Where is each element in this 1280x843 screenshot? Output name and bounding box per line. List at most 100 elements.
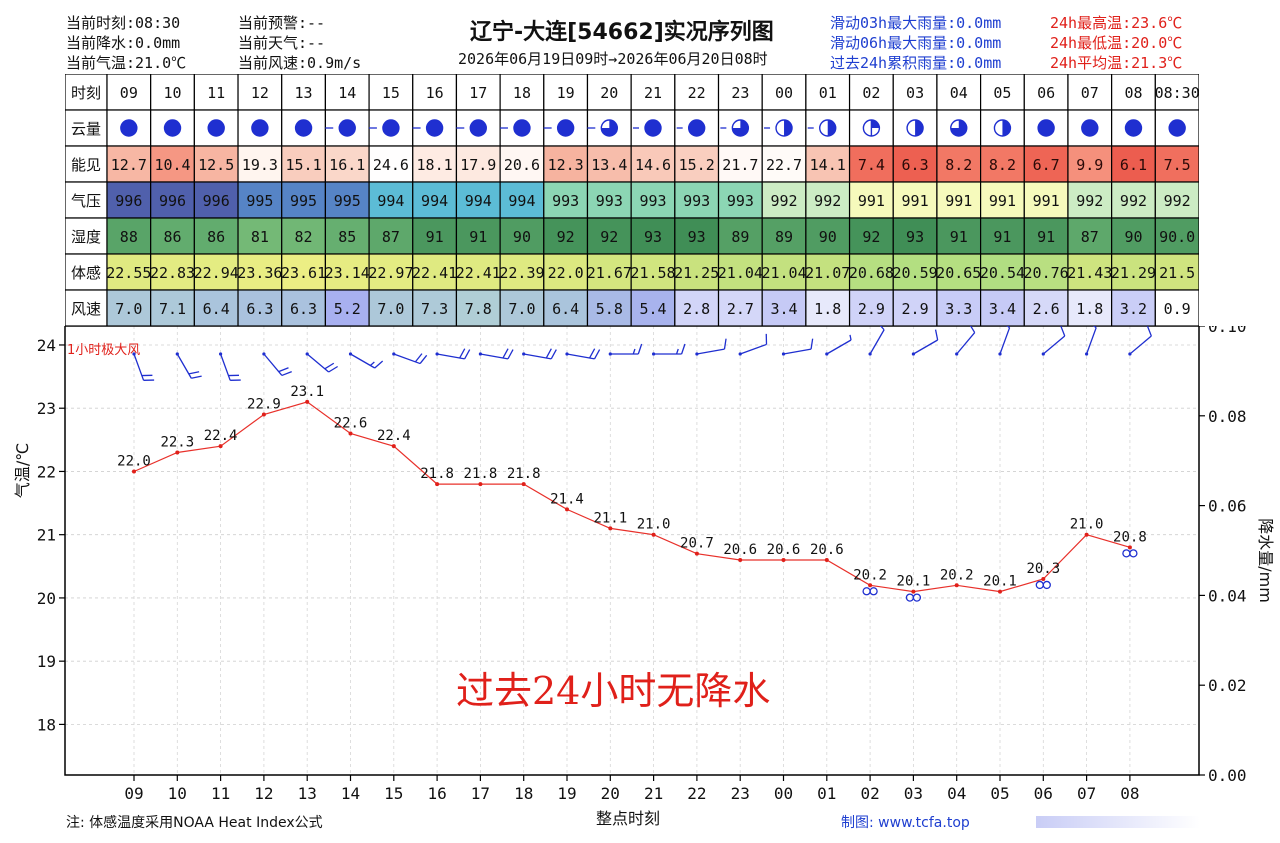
cell-visibility: 20.6 bbox=[499, 145, 545, 183]
svg-text:22.97: 22.97 bbox=[368, 264, 413, 282]
svg-text:996: 996 bbox=[159, 192, 186, 210]
cell-wind-speed: 6.4 bbox=[193, 289, 239, 326]
current-temp: 当前气温:21.0℃ bbox=[66, 54, 187, 72]
cell-humidity: 86 bbox=[150, 217, 195, 255]
svg-text:93: 93 bbox=[688, 228, 706, 246]
max-temp: 24h最高温:23.6℃ bbox=[1050, 14, 1183, 32]
svg-text:22.41: 22.41 bbox=[412, 264, 457, 282]
cell-pressure: 993 bbox=[717, 181, 763, 219]
svg-text:风速: 风速 bbox=[71, 300, 101, 318]
cell-visibility: 19.3 bbox=[237, 145, 283, 183]
cell-wind-speed: 7.8 bbox=[455, 289, 501, 326]
svg-text:6.4: 6.4 bbox=[203, 300, 230, 318]
x-tick: 21 bbox=[644, 775, 663, 803]
svg-text:991: 991 bbox=[902, 192, 929, 210]
svg-text:06: 06 bbox=[1037, 84, 1055, 102]
temperature-point bbox=[998, 589, 1002, 594]
svg-text:22: 22 bbox=[688, 84, 706, 102]
wind-barb bbox=[565, 348, 601, 360]
svg-text:1.8: 1.8 bbox=[814, 300, 841, 318]
cell-cloud bbox=[1023, 109, 1069, 147]
svg-text:15.1: 15.1 bbox=[285, 156, 321, 174]
svg-text:992: 992 bbox=[1076, 192, 1103, 210]
cell-hour: 11 bbox=[193, 74, 239, 111]
cell-cloud bbox=[761, 109, 807, 147]
temperature-point bbox=[911, 589, 916, 594]
cell-cloud bbox=[368, 109, 414, 147]
cell-visibility: 13.4 bbox=[586, 145, 632, 183]
svg-text:22.39: 22.39 bbox=[499, 264, 544, 282]
svg-text:10: 10 bbox=[168, 784, 187, 803]
wind-barb bbox=[132, 352, 155, 381]
svg-text:3.3: 3.3 bbox=[945, 300, 972, 318]
page-title: 辽宁-大连[54662]实况序列图 bbox=[470, 20, 774, 45]
temperature-point bbox=[608, 526, 613, 531]
cell-cloud bbox=[324, 109, 370, 147]
temperature-label: 22.3 bbox=[160, 434, 194, 450]
temperature-point bbox=[435, 482, 440, 487]
fog-marker bbox=[862, 587, 878, 596]
cell-hour: 13 bbox=[281, 74, 327, 111]
footer-gradient-bar bbox=[1036, 816, 1200, 828]
svg-text:18: 18 bbox=[513, 84, 531, 102]
x-tick: 00 bbox=[774, 775, 793, 803]
cell-pressure: 994 bbox=[499, 181, 545, 219]
cell-hour: 06 bbox=[1023, 74, 1069, 111]
temperature-point bbox=[391, 444, 396, 449]
svg-text:991: 991 bbox=[858, 192, 885, 210]
y-tick: 21 bbox=[37, 526, 65, 545]
x-tick: 08 bbox=[1120, 775, 1140, 803]
x-tick: 12 bbox=[254, 775, 274, 803]
temperature-label: 21.1 bbox=[593, 510, 627, 526]
cell-humidity: 92 bbox=[543, 217, 589, 255]
cell-visibility: 14.1 bbox=[805, 145, 851, 183]
svg-text:11: 11 bbox=[207, 84, 225, 102]
cell-visibility: 6.7 bbox=[1023, 145, 1069, 183]
svg-text:08: 08 bbox=[1124, 84, 1142, 102]
temperature-point bbox=[218, 444, 223, 449]
svg-text:93: 93 bbox=[644, 228, 662, 246]
temperature-label: 21.8 bbox=[464, 466, 498, 482]
svg-text:20: 20 bbox=[601, 784, 620, 803]
cell-cloud bbox=[281, 109, 327, 147]
svg-text:21: 21 bbox=[37, 526, 56, 545]
cell-humidity: 90 bbox=[1111, 217, 1156, 255]
temperature-label: 20.7 bbox=[680, 536, 714, 552]
svg-text:6.3: 6.3 bbox=[290, 300, 317, 318]
temperature-line bbox=[133, 401, 1131, 593]
cell-feels-like: 20.59 bbox=[893, 253, 938, 291]
temperature-label: 20.2 bbox=[853, 567, 887, 583]
svg-text:04: 04 bbox=[947, 784, 966, 803]
footer-credit[interactable]: 制图: www.tcfa.top bbox=[841, 815, 970, 831]
cell-humidity: 89 bbox=[761, 217, 807, 255]
cell-pressure: 993 bbox=[586, 181, 632, 219]
row-label-hour: 时刻 bbox=[65, 74, 108, 111]
cell-humidity: 90 bbox=[805, 217, 851, 255]
svg-text:991: 991 bbox=[989, 192, 1016, 210]
svg-text:01: 01 bbox=[819, 84, 837, 102]
svg-text:14.6: 14.6 bbox=[635, 156, 671, 174]
cell-visibility: 22.7 bbox=[761, 145, 807, 183]
svg-text:20.54: 20.54 bbox=[980, 264, 1025, 282]
cell-cloud bbox=[1111, 109, 1156, 147]
svg-text:8.2: 8.2 bbox=[989, 156, 1016, 174]
y-right-tick: 0.04 bbox=[1199, 586, 1247, 605]
cell-cloud bbox=[892, 109, 938, 147]
wind-barb bbox=[955, 326, 976, 356]
cell-hour: 10 bbox=[150, 74, 195, 111]
svg-text:20.76: 20.76 bbox=[1024, 264, 1069, 282]
temperature-point bbox=[651, 532, 656, 537]
cell-wind-speed: 1.8 bbox=[805, 289, 851, 326]
avg-temp: 24h平均温:21.3℃ bbox=[1050, 54, 1183, 72]
cell-humidity: 92 bbox=[848, 217, 894, 255]
svg-text:18: 18 bbox=[514, 784, 533, 803]
temperature-label: 21.0 bbox=[1070, 517, 1104, 533]
cell-hour: 21 bbox=[630, 74, 676, 111]
wind-barb bbox=[392, 352, 428, 365]
row-label-wind-speed: 风速 bbox=[65, 289, 108, 326]
period-range: 2026年06月19日09时→2026年06月20日08时 bbox=[458, 50, 768, 68]
svg-text:991: 991 bbox=[1033, 192, 1060, 210]
svg-text:19.3: 19.3 bbox=[242, 156, 278, 174]
svg-text:21.25: 21.25 bbox=[674, 264, 719, 282]
cell-humidity: 81 bbox=[237, 217, 283, 255]
